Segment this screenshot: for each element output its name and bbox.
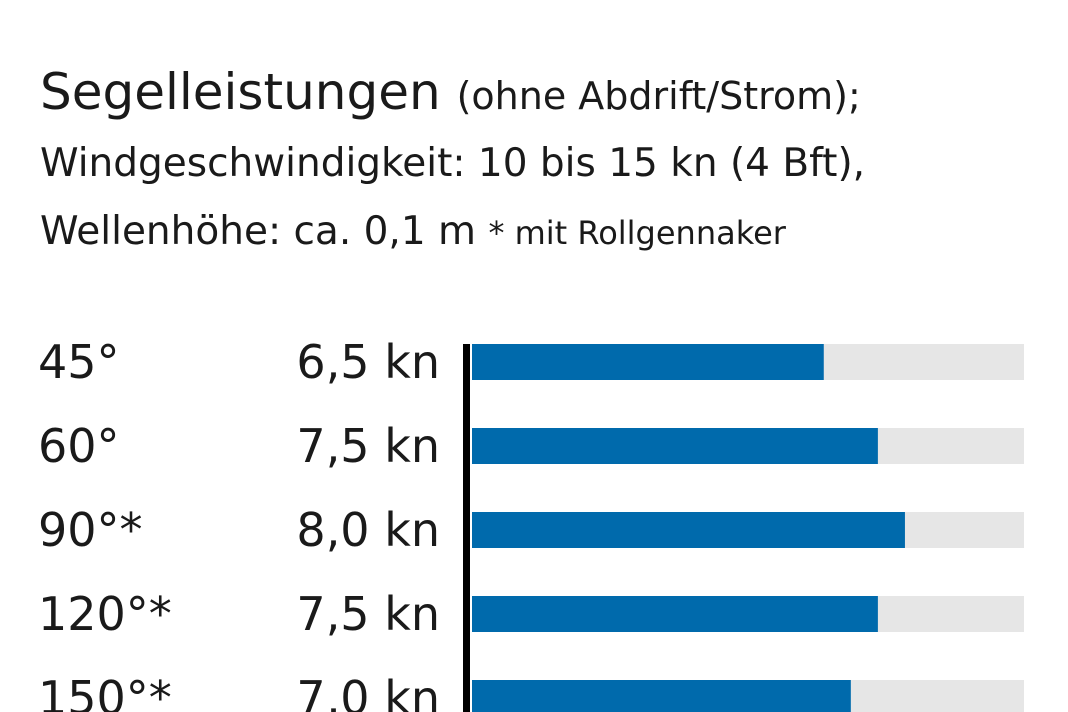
value-label: 7,5 kn <box>296 587 440 641</box>
chart-header: Segelleistungen (ohne Abdrift/Strom); Wi… <box>40 58 1050 267</box>
chart-title-note: (ohne Abdrift/Strom); <box>456 74 861 118</box>
bar <box>472 428 878 464</box>
value-label: 7,5 kn <box>296 419 440 473</box>
title-line-3: Wellenhöhe: ca. 0,1 m * mit Rollgennaker <box>40 198 1050 267</box>
wind-speed-line: Windgeschwindigkeit: 10 bis 15 kn (4 Bft… <box>40 141 866 186</box>
category-label: 45° <box>38 335 120 389</box>
category-label: 60° <box>38 419 120 473</box>
wave-height-text: Wellenhöhe: ca. 0,1 m <box>40 209 477 254</box>
category-label: 120°* <box>38 587 172 641</box>
category-label: 90°* <box>38 503 143 557</box>
bar <box>472 512 905 548</box>
gennaker-footnote: * mit Rollgennaker <box>488 214 786 252</box>
value-label: 7,0 kn <box>296 671 440 712</box>
axis-line <box>463 344 470 712</box>
bar <box>472 344 824 380</box>
value-label: 6,5 kn <box>296 335 440 389</box>
category-label: 150°* <box>38 671 172 712</box>
bar <box>472 596 878 632</box>
chart-title: Segelleistungen <box>40 63 441 121</box>
title-line-1: Segelleistungen (ohne Abdrift/Strom); <box>40 58 1050 130</box>
bar <box>472 680 851 712</box>
value-label: 8,0 kn <box>296 503 440 557</box>
